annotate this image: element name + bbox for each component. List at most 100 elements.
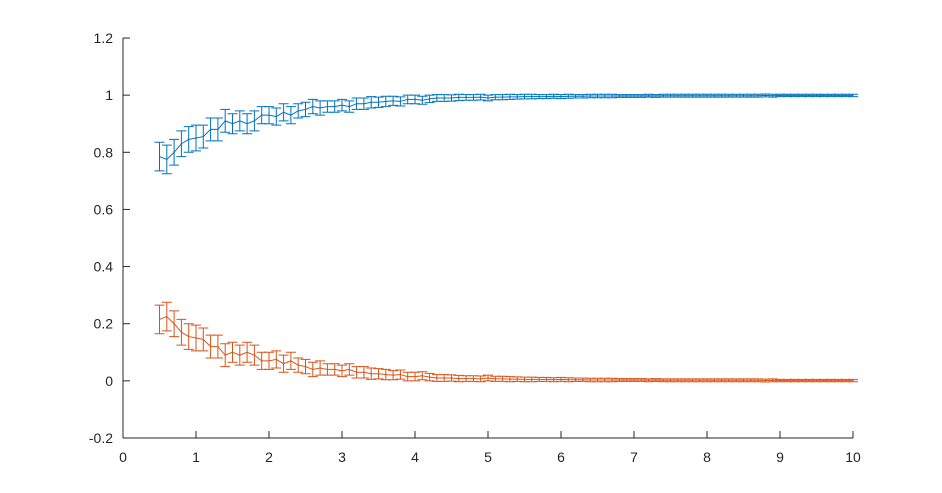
y-tick-label-0.4: 0.4	[94, 259, 114, 275]
series-1-point	[385, 100, 387, 103]
series-1-point	[392, 100, 394, 102]
series-1-point	[837, 94, 840, 97]
x-tick-label-1: 1	[192, 449, 200, 465]
series-1-point	[224, 120, 226, 122]
series-2-point	[618, 379, 621, 381]
series-1-point	[334, 105, 336, 108]
series-1-point	[648, 95, 650, 97]
series-2-point	[239, 354, 241, 356]
series-2-point	[188, 335, 190, 338]
series-2-point	[655, 379, 657, 381]
series-2-point	[377, 373, 380, 375]
series-2-point	[801, 379, 803, 382]
series-2-point	[560, 378, 562, 381]
series-1-point	[304, 108, 307, 111]
series-1-point	[582, 95, 584, 97]
series-1-point	[830, 94, 832, 97]
series-2-point	[304, 365, 307, 368]
series-2-point	[779, 379, 781, 382]
series-1-point	[691, 95, 694, 97]
series-1-point	[217, 128, 219, 131]
series-1-point	[421, 99, 423, 101]
series-1-point	[268, 114, 270, 116]
series-2-point	[845, 379, 847, 382]
series-1-point	[604, 95, 606, 97]
series-1-point	[414, 98, 416, 101]
series-1-point	[239, 120, 241, 122]
series-2-point	[297, 364, 299, 366]
series-2-point	[334, 368, 336, 371]
series-1-point	[166, 158, 168, 161]
series-1-point	[502, 96, 504, 98]
series-1-point	[348, 105, 350, 108]
x-tick-label-8: 8	[703, 449, 711, 465]
y-tick-label-0.8: 0.8	[94, 144, 114, 160]
x-tick-label-6: 6	[557, 449, 565, 465]
series-2-point	[231, 351, 234, 353]
series-2-point	[487, 377, 489, 379]
series-2-point	[626, 379, 628, 381]
series-2-point	[808, 379, 810, 382]
series-1-point	[823, 94, 825, 97]
series-1-point	[728, 95, 730, 97]
series-2-point	[757, 379, 759, 381]
series-1	[154, 93, 858, 175]
y-tick-label--0.2: -0.2	[89, 430, 113, 446]
series-1-point	[399, 100, 401, 103]
series-1-point	[706, 95, 708, 97]
series-2-point	[604, 379, 606, 381]
series-1-point	[450, 97, 453, 99]
x-tick-label-10: 10	[845, 449, 861, 465]
series-2-point	[735, 379, 737, 381]
series-1-point	[684, 95, 686, 97]
series-2-point	[392, 374, 394, 376]
series-2-point	[195, 337, 197, 339]
series-2-point	[472, 377, 474, 380]
series-1-point	[312, 105, 314, 108]
x-tick-label-4: 4	[411, 449, 419, 465]
x-tick-label-7: 7	[630, 449, 638, 465]
series-1-point	[356, 103, 358, 105]
series-1-point	[516, 96, 518, 98]
series-1-point	[750, 95, 752, 97]
series-2-point	[684, 379, 686, 381]
series-2-point	[830, 379, 832, 382]
series-2-point	[224, 354, 226, 356]
series-1-point	[801, 94, 803, 97]
series-2-point	[363, 371, 365, 373]
x-tick-label-2: 2	[265, 449, 273, 465]
series-1-point	[596, 95, 599, 97]
series-1-point	[195, 137, 197, 139]
series-1-point	[523, 95, 526, 98]
series-1-point	[370, 101, 372, 103]
series-2-line	[159, 315, 853, 382]
series-1-point	[677, 95, 679, 97]
y-tick-label-0.6: 0.6	[94, 201, 114, 217]
series-2-point	[312, 368, 314, 371]
series-2-point	[429, 376, 431, 378]
series-1-point	[210, 128, 212, 131]
series-2-point	[414, 375, 416, 378]
series-2-point	[596, 379, 599, 381]
series-1-point	[472, 96, 474, 99]
series-1-point	[545, 95, 548, 98]
series-2-point	[706, 379, 708, 381]
series-1-point	[275, 115, 277, 118]
series-1-point	[377, 101, 380, 103]
series-1-point	[560, 95, 562, 98]
series-1-point	[575, 95, 577, 97]
series-1-point	[669, 95, 672, 97]
series-2-point	[210, 345, 212, 348]
series-2-point	[399, 373, 401, 376]
series-1-point	[407, 98, 409, 101]
series-2-point	[662, 379, 664, 381]
series-2-point	[319, 367, 321, 369]
series-1-point	[231, 123, 234, 125]
series-2-point	[480, 378, 482, 380]
series-2-point	[509, 378, 511, 380]
series-2-point	[852, 379, 854, 382]
series-2-point	[202, 338, 204, 341]
series-1-point	[655, 95, 657, 97]
series-2-point	[772, 379, 774, 381]
